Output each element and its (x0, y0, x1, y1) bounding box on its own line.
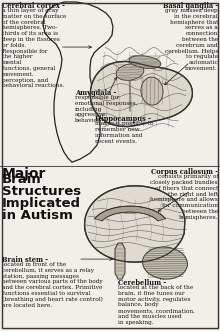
Polygon shape (43, 2, 113, 162)
Text: Hippocampus -: Hippocampus - (95, 115, 151, 123)
Text: Brain: Brain (2, 173, 42, 186)
Ellipse shape (116, 64, 144, 80)
Text: a thin layer of gray
matter on the surface
of the cerebral
hemispheres. Two-
thi: a thin layer of gray matter on the surfa… (2, 8, 66, 88)
Text: gray masses deep
in the cerebral
hemisphere that
serves as a
connection
between : gray masses deep in the cerebral hemisph… (165, 8, 218, 71)
Polygon shape (95, 206, 165, 221)
Text: consists primarily of
closely packed bundles
of fibers that connect
the right an: consists primarily of closely packed bun… (150, 174, 218, 220)
Text: makes it possible to
remember new
information and
recent events.: makes it possible to remember new inform… (95, 121, 154, 144)
Text: Structures: Structures (2, 185, 81, 198)
Text: Major: Major (2, 167, 46, 181)
Text: Brain stem -: Brain stem - (2, 256, 48, 264)
Text: located at the back of the
brain, it fine tunes our
motor activity, regulates
ba: located at the back of the brain, it fin… (118, 285, 195, 325)
Text: Implicated: Implicated (2, 197, 81, 210)
Ellipse shape (141, 77, 163, 105)
Polygon shape (90, 62, 192, 126)
Text: Cerebral cortex -: Cerebral cortex - (2, 2, 65, 10)
Text: Corpus callosum -: Corpus callosum - (151, 168, 218, 176)
Text: located in front of the
cerebellum, it serves as a relay
station, passing messag: located in front of the cerebellum, it s… (2, 262, 103, 308)
Polygon shape (115, 243, 125, 279)
Text: Cerebellum -: Cerebellum - (118, 279, 166, 287)
Ellipse shape (143, 247, 187, 279)
Ellipse shape (129, 56, 161, 69)
Text: responsible for
emotional responses,
including
aggressive
behavior.: responsible for emotional responses, inc… (75, 95, 138, 123)
Text: in Autism: in Autism (2, 209, 73, 222)
Text: Basal ganglia -: Basal ganglia - (163, 2, 218, 10)
Text: Amygdala -: Amygdala - (75, 89, 116, 97)
Polygon shape (84, 186, 185, 262)
